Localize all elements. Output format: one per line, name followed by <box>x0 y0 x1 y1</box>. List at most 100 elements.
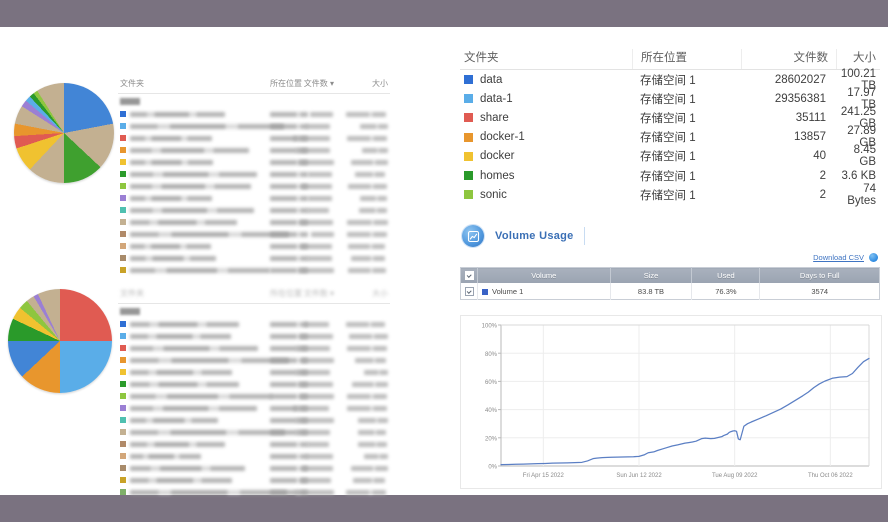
color-swatch-icon <box>120 393 126 399</box>
blurred-cell-size <box>346 490 386 495</box>
blurred-column-location: 所在位置 <box>270 289 302 298</box>
volume-row[interactable]: Volume 1 83.8 TB 76.3% 3574 <box>460 283 880 300</box>
blurred-table-row[interactable] <box>118 108 390 120</box>
blurred-table-row[interactable] <box>118 180 390 192</box>
blurred-cell-name <box>130 322 239 327</box>
blurred-table-row[interactable] <box>118 318 390 330</box>
blurred-cell-location <box>270 172 308 177</box>
folder-table-body: data 存储空间 1 28602027 100.21 TB data-1 存储空间 1 2… <box>460 68 880 207</box>
blurred-table-row[interactable] <box>118 216 390 228</box>
download-csv-link[interactable]: Download CSV <box>813 253 864 262</box>
table-row[interactable]: sonic 存储空间 1 2 74 Bytes <box>460 183 880 207</box>
table-row[interactable]: data-1 存储空间 1 29356381 17.97 TB <box>460 87 880 111</box>
blurred-table-row[interactable] <box>118 450 390 462</box>
cell-name: data-1 <box>460 93 632 105</box>
column-header-file-count[interactable]: 文件数 <box>742 49 837 69</box>
blurred-cell-location <box>270 160 308 165</box>
volume-header-volume[interactable]: Volume <box>477 267 611 283</box>
blurred-cell-file-count <box>298 268 334 273</box>
volume-table: Volume Size Used Days to Full Volume 1 83… <box>460 267 880 300</box>
blurred-table-row[interactable] <box>118 156 390 168</box>
color-swatch-icon <box>120 195 126 201</box>
y-axis-tick-label: 80% <box>485 352 498 358</box>
blurred-table-row[interactable] <box>118 390 390 402</box>
volume-header-days-to-full[interactable]: Days to Full <box>759 267 880 283</box>
blurred-cell-location <box>270 490 308 495</box>
volume-usage-chart: 0% 20% 40% 60% 80% 100% Fri Apr 15 2022 Sun Jun… <box>460 315 882 489</box>
blurred-column-size: 大小 <box>372 289 388 298</box>
blurred-cell-file-count <box>307 442 329 447</box>
blurred-table-row[interactable] <box>118 402 390 414</box>
chart-circle-icon <box>462 225 484 247</box>
table-row[interactable]: docker 存储空间 1 40 8.45 GB <box>460 144 880 168</box>
blurred-table-row[interactable] <box>118 264 390 276</box>
cell-volume-size: 83.8 TB <box>610 283 693 300</box>
blurred-cell-location <box>270 268 308 273</box>
column-header-name[interactable]: 文件夹 <box>460 49 633 69</box>
volume-label: Volume 1 <box>492 286 524 296</box>
blurred-table-row[interactable] <box>118 204 390 216</box>
blurred-table-row[interactable] <box>118 330 390 342</box>
blurred-cell-size <box>355 172 385 177</box>
blurred-cell-name <box>130 418 218 423</box>
blurred-table-row[interactable] <box>118 192 390 204</box>
blurred-cell-file-count <box>302 466 333 471</box>
blurred-table-row[interactable] <box>118 228 390 240</box>
blurred-table-row[interactable] <box>118 486 390 498</box>
blurred-cell-size <box>347 136 387 141</box>
blurred-table-row[interactable] <box>118 378 390 390</box>
volume-header-used[interactable]: Used <box>691 267 761 283</box>
blurred-table-row[interactable] <box>118 168 390 180</box>
blurred-table-row[interactable] <box>118 366 390 378</box>
blurred-cell-size <box>360 124 388 129</box>
blurred-table-row[interactable] <box>118 354 390 366</box>
blurred-table-row[interactable] <box>118 252 390 264</box>
folder-name: sonic <box>480 188 507 201</box>
blurred-table-row[interactable] <box>118 342 390 354</box>
column-header-size[interactable]: 大小 <box>853 52 876 64</box>
blurred-section-title <box>118 304 390 318</box>
blurred-table-row[interactable] <box>118 462 390 474</box>
blurred-cell-file-count <box>311 232 334 237</box>
color-swatch-icon <box>120 333 126 339</box>
color-swatch-icon <box>120 111 126 117</box>
cell-location: 存储空间 1 <box>640 93 696 106</box>
blurred-table-row[interactable] <box>118 438 390 450</box>
column-header-location[interactable]: 所在位置 <box>633 49 742 69</box>
blurred-cell-file-count <box>293 136 330 141</box>
download-icon[interactable] <box>869 253 878 262</box>
blurred-cell-location <box>270 124 308 129</box>
x-axis-tick-label: Tue Aug 09 2022 <box>712 473 758 479</box>
row-checkbox[interactable] <box>460 283 478 300</box>
blurred-cell-location <box>270 256 308 261</box>
blurred-cell-size <box>362 148 388 153</box>
color-swatch-icon <box>464 132 473 142</box>
volume-header-size[interactable]: Size <box>610 267 693 283</box>
table-row[interactable]: homes 存储空间 1 2 3.6 KB <box>460 166 880 185</box>
blurred-cell-name <box>130 442 225 447</box>
volume-header-select[interactable] <box>460 267 478 283</box>
blurred-table-row[interactable] <box>118 240 390 252</box>
blurred-table-row[interactable] <box>118 414 390 426</box>
table-row[interactable]: share 存储空间 1 35111 241.25 GB <box>460 106 880 130</box>
volume-usage-tab[interactable]: Volume Usage <box>460 223 880 249</box>
blurred-table-row[interactable] <box>118 144 390 156</box>
table-row[interactable]: docker-1 存储空间 1 13857 27.89 GB <box>460 125 880 149</box>
blurred-cell-name <box>130 334 231 339</box>
color-swatch-icon <box>120 465 126 471</box>
color-swatch-icon <box>120 207 126 213</box>
blurred-cell-location <box>270 454 308 459</box>
blurred-cell-file-count <box>296 370 330 375</box>
blurred-table-row[interactable] <box>118 132 390 144</box>
table-row[interactable]: data 存储空间 1 28602027 100.21 TB <box>460 68 880 92</box>
color-swatch-icon <box>120 417 126 423</box>
blurred-cell-size <box>358 430 386 435</box>
blurred-table-row[interactable] <box>118 474 390 486</box>
blurred-cell-file-count <box>310 112 333 117</box>
blurred-table-row[interactable] <box>118 120 390 132</box>
blurred-table-row[interactable] <box>118 426 390 438</box>
blurred-cell-file-count <box>296 346 330 351</box>
blurred-column-file-count: 文件数 ▾ <box>303 289 334 298</box>
color-swatch-icon <box>120 321 126 327</box>
